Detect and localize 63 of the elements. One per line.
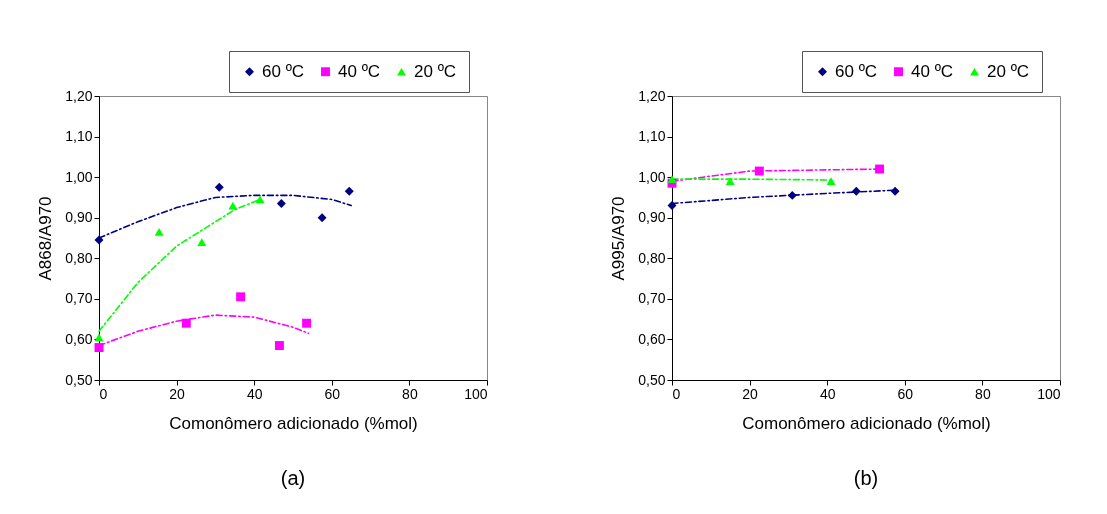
x-tick-label: 60 xyxy=(324,385,341,402)
x-tick-label: 100 xyxy=(464,385,488,402)
y-tick-label: 1,10 xyxy=(638,128,666,145)
y-tick-label: 1,00 xyxy=(638,168,666,185)
point xyxy=(667,175,677,184)
legend-label: 60 ºC xyxy=(262,61,305,81)
y-tick-label: 0,90 xyxy=(65,209,93,226)
x-tick-label: 40 xyxy=(819,385,836,402)
point xyxy=(276,199,286,208)
x-tick-label: 40 xyxy=(246,385,263,402)
x-tick-label: 60 xyxy=(897,385,914,402)
y-tick-label: 1,10 xyxy=(65,128,93,145)
point xyxy=(94,343,104,353)
legend-label: 20 ºC xyxy=(987,61,1030,81)
point xyxy=(197,238,207,246)
x-tick-label: 20 xyxy=(742,385,759,402)
y-tick-label: 0,90 xyxy=(638,209,666,226)
point xyxy=(875,164,885,174)
point xyxy=(890,186,900,196)
point xyxy=(787,190,797,200)
point xyxy=(667,201,677,211)
point xyxy=(725,177,735,186)
legend-label: 40 ºC xyxy=(338,61,381,81)
y-tick-label: 0,80 xyxy=(638,249,666,266)
y-tick-label: 0,60 xyxy=(65,330,93,347)
point xyxy=(317,213,327,223)
legend-label: 60 ºC xyxy=(835,61,878,81)
y-tick-label: 0,70 xyxy=(638,290,666,307)
point xyxy=(181,318,191,328)
legend-label: 20 ºC xyxy=(414,61,457,81)
point xyxy=(826,177,836,186)
y-tick-label: 0,70 xyxy=(65,290,93,307)
y-tick-label: 1,20 xyxy=(638,87,666,104)
point xyxy=(274,341,284,350)
x-tick-label: 100 xyxy=(1037,385,1061,402)
x-axis-title: Comonômero adicionado (%mol) xyxy=(169,413,418,433)
point xyxy=(214,182,224,192)
x-tick-label: 0 xyxy=(99,385,108,402)
point xyxy=(851,186,861,196)
text: (a) xyxy=(280,467,306,489)
x-tick-label: 80 xyxy=(975,385,991,402)
point xyxy=(344,186,354,196)
point xyxy=(754,166,764,176)
x-tick-label: 20 xyxy=(169,385,186,402)
x-tick-label: 0 xyxy=(672,385,681,402)
y-tick-label: 0,60 xyxy=(638,330,666,347)
point xyxy=(154,228,164,236)
y-tick-label: 0,50 xyxy=(638,371,666,388)
x-axis-title: Comonômero adicionado (%mol) xyxy=(742,413,991,433)
point xyxy=(94,333,104,342)
y-tick-label: 1,20 xyxy=(65,87,93,104)
legend-label: 40 ºC xyxy=(911,61,954,81)
y-tick-label: 0,80 xyxy=(65,249,93,266)
text: (b) xyxy=(853,467,879,489)
y-tick-label: 1,00 xyxy=(65,168,93,185)
point xyxy=(94,235,104,245)
point xyxy=(302,318,312,328)
y-tick-label: 0,50 xyxy=(65,371,93,388)
y-axis-title: A868/A970 xyxy=(36,196,56,281)
point xyxy=(236,292,246,302)
y-axis-title: A995/A970 xyxy=(609,196,629,281)
x-tick-label: 80 xyxy=(402,385,418,402)
point xyxy=(255,195,265,204)
